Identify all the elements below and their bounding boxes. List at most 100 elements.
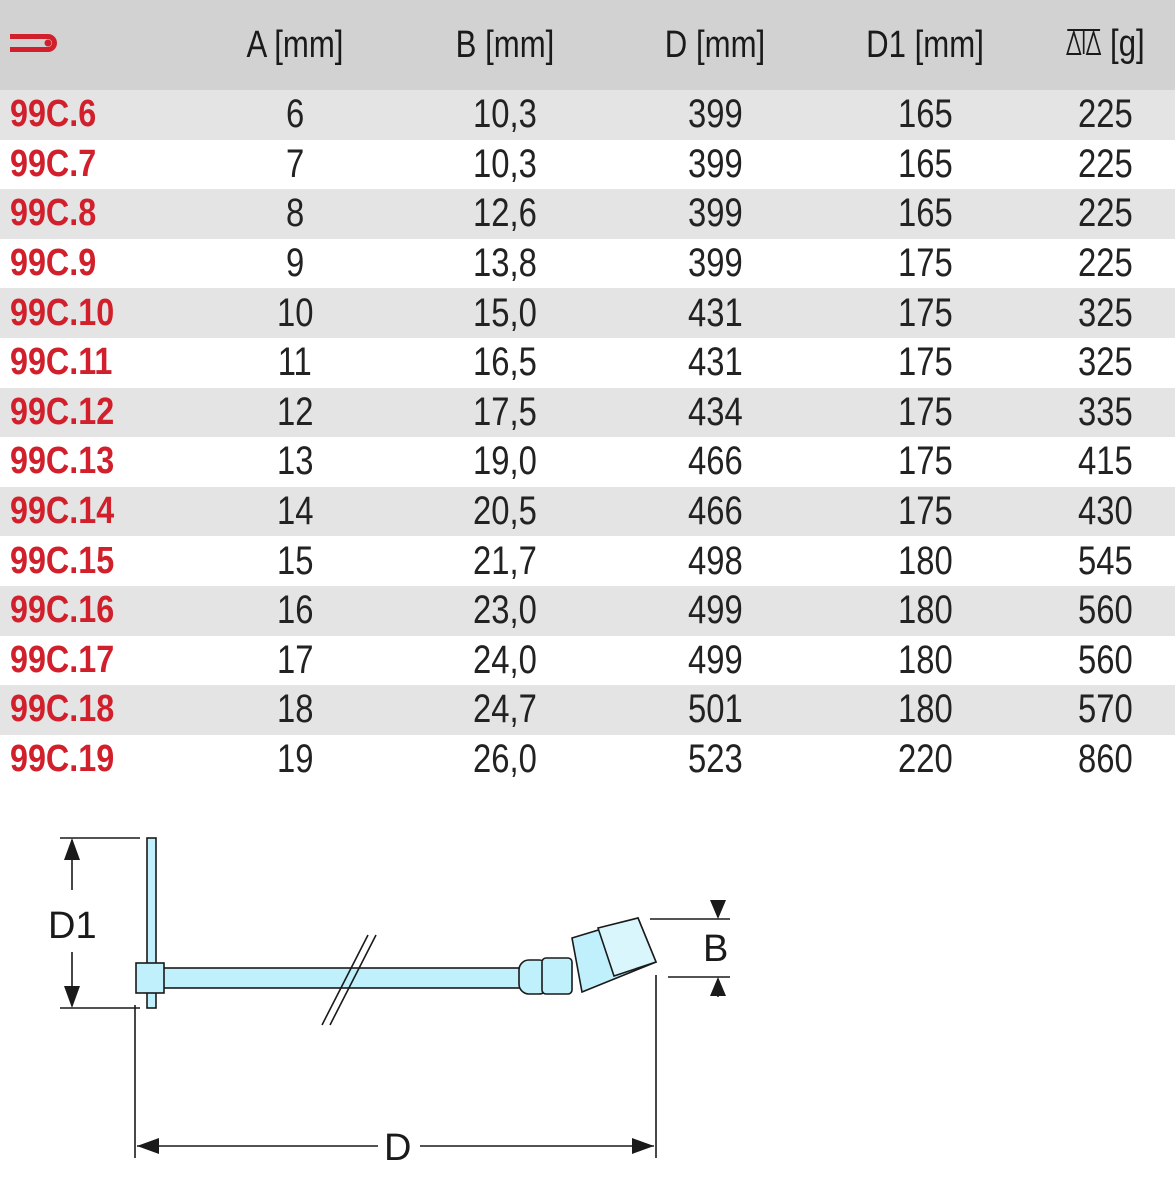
cell-d1: 175 bbox=[897, 241, 953, 286]
cell-b: 10,3 bbox=[473, 141, 537, 186]
cell-b: 17,5 bbox=[473, 389, 537, 434]
cell-weight: 225 bbox=[1077, 191, 1133, 236]
cell-d1: 175 bbox=[897, 439, 953, 484]
cell-d1: 180 bbox=[897, 637, 953, 682]
cell-a: 19 bbox=[276, 737, 314, 782]
cell-b: 16,5 bbox=[473, 340, 537, 385]
cell-b: 13,8 bbox=[473, 241, 537, 286]
table-row: 99C.14 14 20,5 466 175 430 bbox=[0, 486, 1175, 537]
col-header-b: B [mm] bbox=[455, 23, 555, 66]
cell-a: 11 bbox=[277, 340, 313, 385]
spec-table: A [mm] B [mm] D [mm] D1 [mm] [g] 99C.6 6 1… bbox=[0, 0, 1175, 785]
cell-d: 523 bbox=[687, 737, 743, 782]
cell-d1: 175 bbox=[897, 489, 953, 534]
item-code: 99C.17 bbox=[10, 638, 115, 681]
cell-weight: 325 bbox=[1077, 290, 1133, 335]
label-b: B bbox=[703, 928, 728, 970]
cell-b: 26,0 bbox=[473, 737, 537, 782]
cell-b: 10,3 bbox=[473, 92, 537, 137]
t-bar bbox=[146, 837, 157, 1009]
table-row: 99C.9 9 13,8 399 175 225 bbox=[0, 238, 1175, 289]
cell-weight: 545 bbox=[1077, 538, 1133, 583]
cell-d: 501 bbox=[687, 687, 743, 732]
d-left-arrow bbox=[137, 1138, 159, 1154]
col-header-d: D [mm] bbox=[664, 23, 766, 66]
cell-d: 466 bbox=[687, 489, 743, 534]
cell-b: 23,0 bbox=[473, 588, 537, 633]
cell-weight: 335 bbox=[1077, 389, 1133, 434]
item-code: 99C.12 bbox=[10, 390, 115, 433]
d1-bottom-arrow bbox=[64, 986, 80, 1008]
table-header: A [mm] B [mm] D [mm] D1 [mm] [g] bbox=[0, 0, 1175, 90]
cell-d1: 175 bbox=[897, 389, 953, 434]
cell-d1: 220 bbox=[897, 737, 953, 782]
cell-b: 15,0 bbox=[473, 290, 537, 335]
label-d: D bbox=[384, 1127, 411, 1169]
weight-unit-label: [g] bbox=[1110, 22, 1145, 65]
balance-scale-icon bbox=[1065, 24, 1101, 67]
cell-a: 8 bbox=[285, 191, 305, 236]
table-row: 99C.11 11 16,5 431 175 325 bbox=[0, 337, 1175, 388]
table-row: 99C.6 6 10,3 399 165 225 bbox=[0, 90, 1175, 140]
break-mark bbox=[321, 934, 377, 1026]
cell-b: 24,0 bbox=[473, 637, 537, 682]
cell-b: 24,7 bbox=[473, 687, 537, 732]
cell-d1: 180 bbox=[897, 538, 953, 583]
item-code: 99C.13 bbox=[10, 440, 115, 483]
cell-d: 499 bbox=[687, 637, 743, 682]
b-bottom-arrow bbox=[710, 977, 726, 996]
col-header-a: A [mm] bbox=[246, 23, 344, 66]
cell-weight: 560 bbox=[1077, 588, 1133, 633]
cell-a: 17 bbox=[276, 637, 314, 682]
cell-a: 15 bbox=[276, 538, 314, 583]
cell-b: 12,6 bbox=[473, 191, 537, 236]
item-code: 99C.11 bbox=[10, 341, 113, 384]
cell-weight: 860 bbox=[1077, 737, 1133, 782]
cell-d1: 175 bbox=[897, 340, 953, 385]
wrench-logo-icon bbox=[10, 32, 62, 59]
handle-block bbox=[135, 962, 165, 994]
d-right-arrow bbox=[632, 1138, 654, 1154]
cell-weight: 570 bbox=[1077, 687, 1133, 732]
cell-d: 466 bbox=[687, 439, 743, 484]
t-handle-wrench bbox=[135, 837, 658, 1009]
cell-a: 13 bbox=[276, 439, 314, 484]
table-row: 99C.19 19 26,0 523 220 860 bbox=[0, 734, 1175, 785]
table-row: 99C.10 10 15,0 431 175 325 bbox=[0, 288, 1175, 338]
cell-weight: 225 bbox=[1077, 241, 1133, 286]
cell-a: 7 bbox=[285, 141, 305, 186]
d1-top-arrow bbox=[64, 838, 80, 860]
cell-d: 399 bbox=[687, 191, 743, 236]
item-code: 99C.7 bbox=[10, 142, 97, 185]
cell-weight: 325 bbox=[1077, 340, 1133, 385]
b-top-arrow bbox=[710, 900, 726, 919]
table-row: 99C.16 16 23,0 499 180 560 bbox=[0, 585, 1175, 636]
cell-b: 20,5 bbox=[473, 489, 537, 534]
item-code: 99C.8 bbox=[10, 192, 97, 235]
item-code: 99C.18 bbox=[10, 688, 115, 731]
table-row: 99C.18 18 24,7 501 180 570 bbox=[0, 685, 1175, 735]
header-logo-cell bbox=[0, 32, 195, 59]
cell-d: 499 bbox=[687, 588, 743, 633]
table-row: 99C.17 17 24,0 499 180 560 bbox=[0, 635, 1175, 686]
cell-d: 498 bbox=[687, 538, 743, 583]
cell-d: 434 bbox=[687, 389, 743, 434]
item-code: 99C.16 bbox=[10, 589, 115, 632]
cell-d1: 165 bbox=[897, 141, 953, 186]
cell-weight: 415 bbox=[1077, 439, 1133, 484]
tool-dimension-diagram: D1 B D bbox=[48, 837, 730, 1169]
cell-a: 12 bbox=[276, 389, 314, 434]
item-code: 99C.9 bbox=[10, 242, 97, 285]
item-code: 99C.15 bbox=[10, 539, 115, 582]
item-code: 99C.19 bbox=[10, 738, 115, 781]
cell-d: 431 bbox=[687, 290, 743, 335]
cell-weight: 225 bbox=[1077, 141, 1133, 186]
table-row: 99C.12 12 17,5 434 175 335 bbox=[0, 387, 1175, 438]
cell-d1: 165 bbox=[897, 92, 953, 137]
cell-a: 18 bbox=[276, 687, 314, 732]
shaft bbox=[161, 967, 521, 989]
cell-d1: 180 bbox=[897, 588, 953, 633]
cell-d: 399 bbox=[687, 141, 743, 186]
cell-a: 9 bbox=[285, 241, 305, 286]
cell-b: 21,7 bbox=[473, 538, 537, 583]
